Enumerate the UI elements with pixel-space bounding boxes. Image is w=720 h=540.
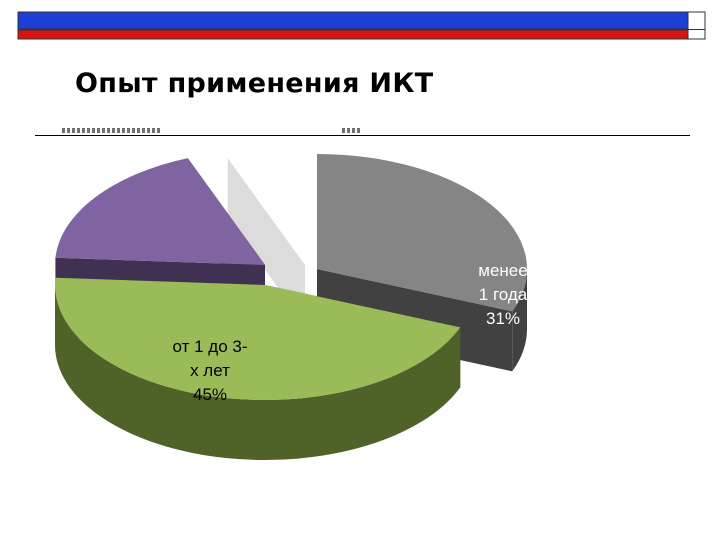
pie-slice-label-line: 31%	[486, 309, 520, 328]
pie-tops	[55, 150, 527, 400]
pie-slice-label-line: от 1 до 3-	[173, 337, 248, 356]
pie-slice-label-line: х лет	[190, 361, 230, 380]
pie-slice-side	[512, 269, 527, 372]
pie-slice-label-line: 45%	[193, 385, 227, 404]
pie-slice-label: менее 1 года 31%	[478, 261, 527, 328]
pie-slice-side	[54, 285, 461, 460]
pie-slice-label: от 1 до 3- х лет 45%	[173, 337, 248, 404]
slide-title: Опыт применения ИКТ	[75, 68, 434, 99]
pie-slice	[55, 277, 461, 400]
pie-slice	[55, 158, 266, 265]
pie-slice-cut-face	[227, 158, 305, 325]
pie-slice	[317, 154, 527, 312]
pie-labels: менее 1 года 31% от 1 до 3- х лет 45%	[173, 261, 528, 404]
pie-slice-label-line: 1 года	[479, 285, 528, 304]
divider-artifact-mid	[342, 128, 360, 133]
pie-slice-label-line: менее	[478, 261, 527, 280]
divider-artifact-left	[62, 128, 160, 133]
pie-slice	[227, 150, 305, 265]
header-corner-square	[687, 11, 706, 40]
title-divider	[35, 135, 690, 136]
